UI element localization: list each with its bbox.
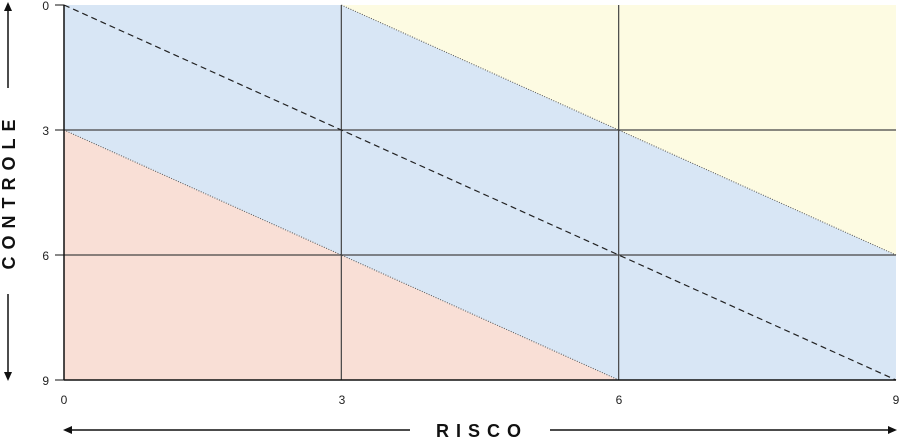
y-tick-label: 0	[42, 0, 49, 13]
x-tick-label: 0	[61, 393, 68, 407]
grid-layer	[55, 4, 897, 381]
y-axis-title: CONTROLE	[0, 113, 19, 270]
y-tick-label: 9	[42, 374, 49, 388]
x-tick-label: 3	[339, 393, 346, 407]
x-axis-arrow	[63, 426, 897, 434]
y-tick-label: 3	[42, 124, 49, 138]
dashed-diagonal-line	[63, 4, 897, 381]
y-tick-label: 6	[42, 249, 49, 263]
x-axis-title: RISCO	[436, 421, 528, 438]
x-tick-label: 9	[893, 393, 900, 407]
y-axis-arrow	[4, 2, 12, 381]
zone-high	[341, 5, 896, 255]
x-tick-label: 6	[616, 393, 623, 407]
